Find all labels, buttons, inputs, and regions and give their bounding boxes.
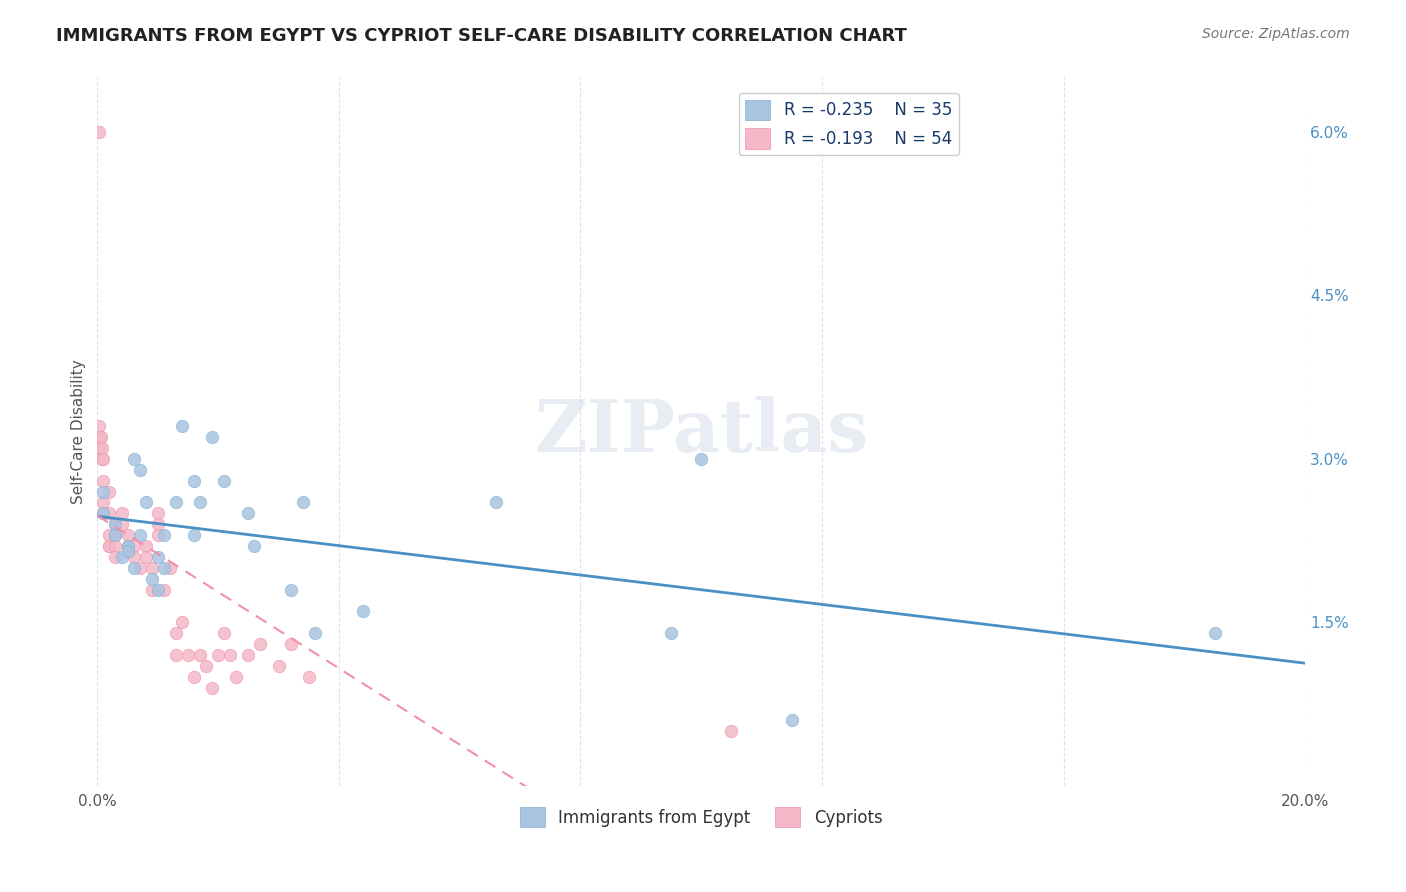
Point	[135, 495, 157, 509]
Point	[304, 626, 326, 640]
Point	[135, 549, 157, 564]
Point	[170, 419, 193, 434]
Point	[104, 517, 127, 532]
Point	[177, 648, 200, 662]
Point	[152, 582, 174, 597]
Point	[89, 430, 111, 444]
Point	[128, 561, 150, 575]
Point	[89, 441, 111, 455]
Point	[238, 506, 260, 520]
Point	[87, 125, 110, 139]
Point	[352, 604, 374, 618]
Point	[152, 561, 174, 575]
Point	[280, 582, 302, 597]
Point	[110, 549, 132, 564]
Point	[170, 615, 193, 630]
Point	[485, 495, 508, 509]
Point	[98, 539, 121, 553]
Point	[104, 528, 127, 542]
Point	[93, 474, 115, 488]
Point	[93, 484, 115, 499]
Point	[720, 724, 742, 739]
Point	[110, 517, 132, 532]
Point	[201, 681, 224, 695]
Text: IMMIGRANTS FROM EGYPT VS CYPRIOT SELF-CARE DISABILITY CORRELATION CHART: IMMIGRANTS FROM EGYPT VS CYPRIOT SELF-CA…	[56, 27, 907, 45]
Point	[141, 561, 163, 575]
Point	[219, 648, 242, 662]
Text: Source: ZipAtlas.com: Source: ZipAtlas.com	[1202, 27, 1350, 41]
Point	[659, 626, 682, 640]
Point	[117, 539, 139, 553]
Point	[146, 549, 169, 564]
Point	[780, 714, 803, 728]
Point	[117, 539, 139, 553]
Point	[165, 626, 187, 640]
Point	[146, 506, 169, 520]
Point	[201, 430, 224, 444]
Point	[212, 474, 235, 488]
Point	[183, 670, 205, 684]
Point	[141, 582, 163, 597]
Point	[238, 648, 260, 662]
Point	[98, 506, 121, 520]
Point	[188, 495, 211, 509]
Point	[159, 561, 181, 575]
Point	[183, 528, 205, 542]
Point	[212, 626, 235, 640]
Point	[152, 528, 174, 542]
Point	[117, 544, 139, 558]
Point	[225, 670, 247, 684]
Point	[249, 637, 271, 651]
Point	[98, 484, 121, 499]
Point	[98, 528, 121, 542]
Point	[298, 670, 321, 684]
Point	[110, 506, 132, 520]
Point	[243, 539, 266, 553]
Point	[165, 495, 187, 509]
Point	[146, 517, 169, 532]
Point	[128, 463, 150, 477]
Point	[146, 582, 169, 597]
Point	[195, 659, 218, 673]
Point	[690, 451, 713, 466]
Point	[122, 549, 145, 564]
Point	[165, 648, 187, 662]
Point	[93, 451, 115, 466]
Legend: Immigrants from Egypt, Cypriots: Immigrants from Egypt, Cypriots	[513, 800, 889, 834]
Point	[291, 495, 314, 509]
Y-axis label: Self-Care Disability: Self-Care Disability	[72, 359, 86, 504]
Point	[122, 561, 145, 575]
Point	[280, 637, 302, 651]
Point	[104, 528, 127, 542]
Point	[267, 659, 290, 673]
Point	[93, 495, 115, 509]
Point	[122, 451, 145, 466]
Point	[93, 506, 115, 520]
Point	[98, 539, 121, 553]
Point	[141, 572, 163, 586]
Point	[93, 506, 115, 520]
Point	[104, 549, 127, 564]
Point	[1204, 626, 1226, 640]
Point	[207, 648, 229, 662]
Text: ZIPatlas: ZIPatlas	[534, 396, 869, 467]
Point	[89, 419, 111, 434]
Point	[183, 474, 205, 488]
Point	[117, 528, 139, 542]
Point	[188, 648, 211, 662]
Point	[90, 451, 112, 466]
Point	[90, 430, 112, 444]
Point	[122, 539, 145, 553]
Point	[135, 539, 157, 553]
Point	[104, 539, 127, 553]
Point	[128, 528, 150, 542]
Point	[104, 517, 127, 532]
Point	[91, 441, 114, 455]
Point	[146, 528, 169, 542]
